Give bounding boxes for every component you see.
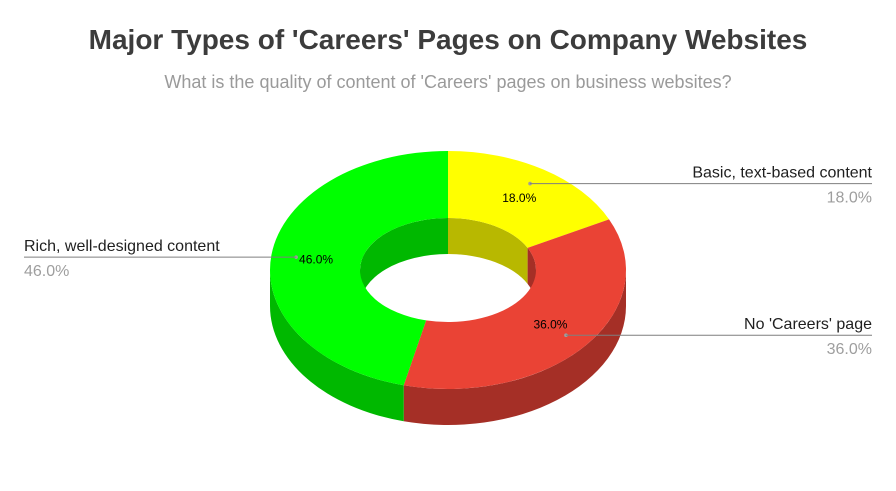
slice-value-label: 18.0% xyxy=(827,190,872,207)
slice-name-label: Basic, text-based content xyxy=(692,165,872,182)
inner-wall-basic-text-based-content xyxy=(448,218,528,284)
slice-name-label: Rich, well-designed content xyxy=(24,238,220,255)
slice-no-careers-page xyxy=(403,219,626,389)
slice-pct-label: 18.0% xyxy=(502,191,536,205)
slice-value-label: 36.0% xyxy=(827,341,872,358)
slice-rich-well-designed-content xyxy=(269,151,448,386)
slice-pct-label: 46.0% xyxy=(299,252,333,266)
slice-pct-label: 36.0% xyxy=(533,317,567,331)
chart-subtitle: What is the quality of content of 'Caree… xyxy=(164,72,732,92)
chart-title: Major Types of 'Careers' Pages on Compan… xyxy=(88,24,808,55)
outer-wall-rich-well-designed-content xyxy=(270,270,404,422)
outer-wall-no-careers-page xyxy=(403,270,626,425)
slice-name-label: No 'Careers' page xyxy=(744,316,872,333)
inner-wall-rich-well-designed-content xyxy=(360,218,448,306)
slice-basic-text-based-content xyxy=(448,151,610,248)
slice-value-label: 46.0% xyxy=(24,263,69,280)
